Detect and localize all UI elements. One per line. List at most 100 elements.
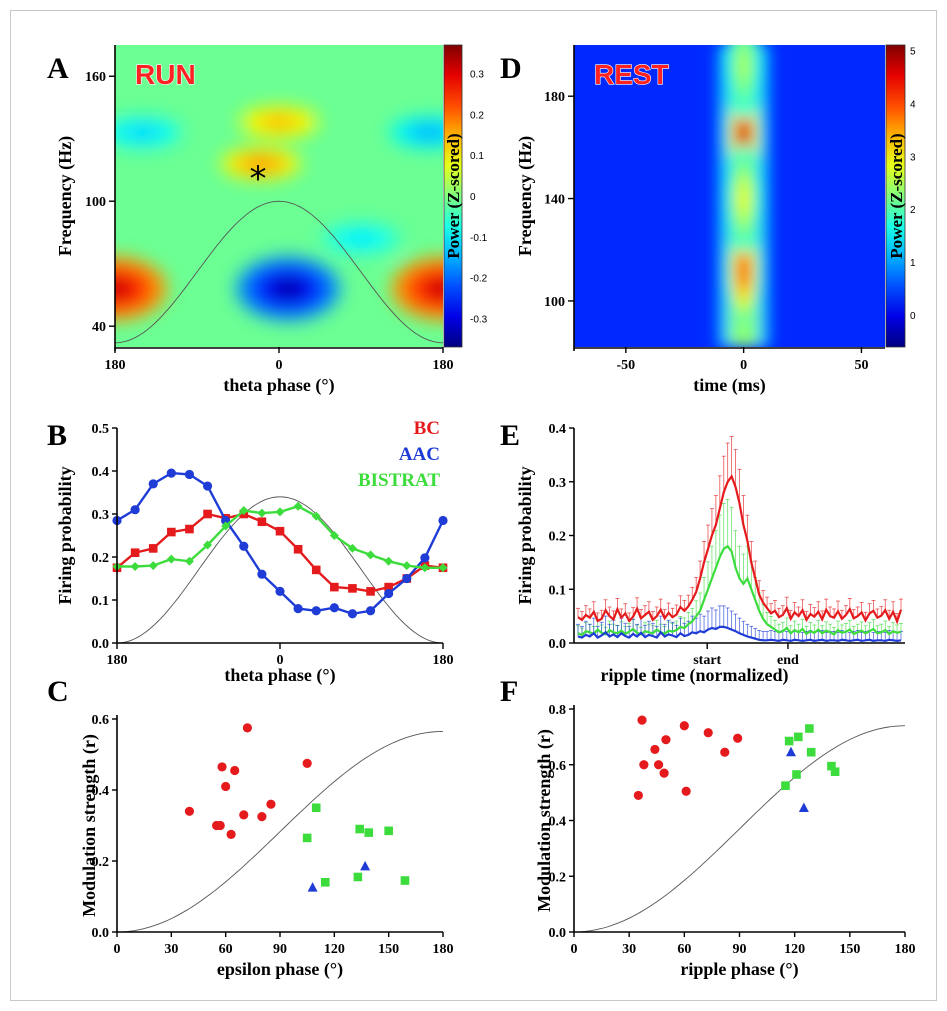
data-point-bistrat bbox=[402, 561, 412, 571]
data-point-bc bbox=[348, 584, 357, 593]
x-tick-label-d: -50 bbox=[616, 358, 635, 373]
run-label: RUN bbox=[135, 59, 196, 90]
data-point-bc bbox=[148, 544, 158, 553]
panel-letter-b: B bbox=[47, 419, 67, 452]
y-axis-title-d: Frequency (Hz) bbox=[515, 136, 536, 256]
data-point-bc bbox=[221, 781, 231, 792]
y-tick-label-c: 0.2 bbox=[92, 855, 110, 870]
x-tick-label-c: 150 bbox=[378, 942, 399, 957]
y-tick-label-d: 140 bbox=[544, 193, 565, 208]
colorbar-tick-d: 4 bbox=[910, 99, 916, 110]
x-tick-label-f: 180 bbox=[895, 942, 916, 957]
data-point-aac bbox=[293, 604, 303, 614]
data-point-bc bbox=[659, 768, 669, 778]
heatmap-blob bbox=[353, 235, 369, 242]
panel-d: 180 140 100 -50 0 50 time (ms) Frequency (Hz) 5 4… bbox=[515, 44, 916, 396]
series-line-bistrat bbox=[577, 544, 902, 637]
x-tick-label-e: start bbox=[693, 653, 721, 668]
data-point-bistrat bbox=[166, 554, 176, 564]
x-tick-label-f: 30 bbox=[622, 942, 636, 957]
data-point-bistrat bbox=[784, 736, 794, 746]
y-tick-label-b: 0.5 bbox=[92, 422, 110, 437]
data-point-bc bbox=[681, 786, 691, 796]
heatmap-blob bbox=[115, 282, 126, 296]
heatmap-blobs bbox=[115, 106, 443, 321]
panel-f: 0.0 0.2 0.4 0.6 0.8 0 30 60 90 120 150 180 ripple ph… bbox=[534, 703, 916, 980]
series-line-bc bbox=[116, 512, 444, 593]
y-axis-title-b: Firing probability bbox=[55, 466, 75, 604]
legend-bistrat: BISTRAT bbox=[358, 470, 440, 491]
data-point-aac bbox=[275, 586, 285, 597]
data-point-aac bbox=[347, 609, 358, 619]
data-point-bistrat bbox=[302, 833, 312, 843]
data-point-bistrat bbox=[400, 876, 410, 885]
y-tick-label-f: 0.4 bbox=[549, 815, 567, 830]
x-tick-label-b: 0 bbox=[277, 653, 284, 668]
colorbar-tick-a: -0.3 bbox=[470, 314, 488, 325]
colorbar-d bbox=[886, 45, 905, 347]
data-point-aac bbox=[438, 515, 448, 526]
y-tick-label-a: 160 bbox=[85, 70, 106, 85]
y-tick-label-e: 0.3 bbox=[549, 476, 567, 491]
data-point-bistrat bbox=[384, 556, 394, 566]
legend-aac: AAC bbox=[399, 444, 440, 465]
x-axis-title-f: ripple phase (°) bbox=[680, 959, 798, 980]
data-point-bistrat bbox=[366, 550, 376, 560]
data-point-bc bbox=[733, 733, 743, 743]
data-point-bc bbox=[650, 744, 660, 755]
data-point-bc bbox=[679, 721, 689, 731]
colorbar-tick-a: -0.2 bbox=[470, 274, 488, 285]
x-tick-label-f: 120 bbox=[784, 942, 805, 957]
data-point-bistrat bbox=[438, 563, 448, 573]
x-tick-label-a: 180 bbox=[433, 358, 454, 373]
y-tick-label-c: 0.0 bbox=[92, 926, 110, 941]
reference-cosine-c bbox=[116, 730, 444, 933]
series-line-aac bbox=[577, 625, 902, 643]
data-point-bc bbox=[661, 735, 671, 745]
heatmap-blob bbox=[740, 187, 747, 210]
data-point-bc bbox=[703, 728, 713, 738]
y-tick-label-f: 0.2 bbox=[549, 870, 567, 885]
data-point-bistrat bbox=[794, 732, 803, 742]
data-point-bc bbox=[230, 765, 240, 776]
theta-cosine-a bbox=[115, 200, 443, 344]
x-tick-label-b: 180 bbox=[433, 653, 454, 668]
heatmap-blob bbox=[252, 160, 269, 167]
x-tick-label-c: 0 bbox=[114, 942, 121, 957]
data-point-bistrat bbox=[792, 770, 801, 779]
theta-cosine-b bbox=[116, 496, 444, 644]
reference-cosine-f bbox=[573, 725, 906, 933]
data-point-bistrat bbox=[781, 781, 790, 790]
colorbar-tick-d: 5 bbox=[910, 46, 916, 57]
colorbar-tick-a: 0.3 bbox=[470, 70, 484, 81]
y-tick-label-a: 100 bbox=[85, 195, 106, 210]
colorbar-title-d: Power (Z-scored) bbox=[887, 133, 906, 258]
heatmap-blobs bbox=[717, 45, 770, 347]
data-point-bc bbox=[330, 582, 339, 592]
data-point-bistrat bbox=[320, 878, 330, 887]
x-tick-label-c: 60 bbox=[219, 942, 233, 957]
data-point-bistrat bbox=[329, 531, 339, 540]
panel-letter-e: E bbox=[500, 419, 520, 452]
data-point-aac bbox=[329, 603, 339, 613]
data-point-bc bbox=[275, 526, 285, 536]
x-tick-label-a: 0 bbox=[276, 358, 283, 373]
x-tick-label-b: 180 bbox=[107, 653, 128, 668]
peak-marker: * bbox=[250, 159, 267, 199]
colorbar-a bbox=[444, 45, 462, 347]
data-point-bc bbox=[217, 762, 227, 772]
x-tick-label-c: 90 bbox=[273, 942, 287, 957]
colorbar-tick-d: 3 bbox=[910, 152, 916, 163]
y-tick-label-f: 0.8 bbox=[549, 703, 567, 718]
data-point-aac bbox=[166, 468, 176, 478]
y-tick-label-e: 0.2 bbox=[549, 530, 567, 545]
panel-letter-f: F bbox=[500, 675, 518, 708]
x-axis-title-d: time (ms) bbox=[693, 375, 765, 396]
x-tick-label-f: 60 bbox=[677, 942, 691, 957]
data-point-bc bbox=[185, 524, 194, 534]
data-point-bistrat bbox=[148, 561, 158, 571]
y-tick-label-e: 0.0 bbox=[549, 637, 567, 652]
x-tick-label-f: 0 bbox=[571, 942, 578, 957]
data-point-bc bbox=[257, 812, 267, 822]
